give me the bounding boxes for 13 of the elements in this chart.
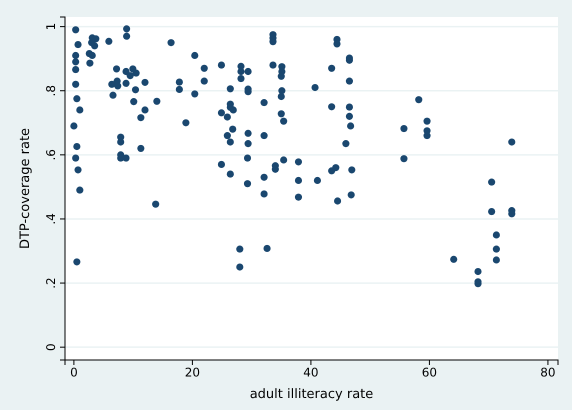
y-tick-label: .6 [44, 149, 58, 161]
y-tick-label: .2 [44, 277, 58, 289]
y-axis-title: DTP-coverage rate [18, 128, 33, 250]
y-tick-label: 0 [44, 343, 58, 351]
x-axis-title: adult illiteracy rate [250, 387, 374, 402]
x-tick-label: 0 [70, 366, 78, 380]
y-tick-label: .4 [44, 213, 58, 225]
x-tick-label: 60 [422, 366, 438, 380]
x-tick-label: 80 [540, 366, 556, 380]
x-tick-label: 20 [184, 366, 200, 380]
y-tick-label: 1 [44, 22, 58, 30]
x-tick-label: 40 [303, 366, 319, 380]
y-tick-label: .8 [44, 85, 58, 96]
